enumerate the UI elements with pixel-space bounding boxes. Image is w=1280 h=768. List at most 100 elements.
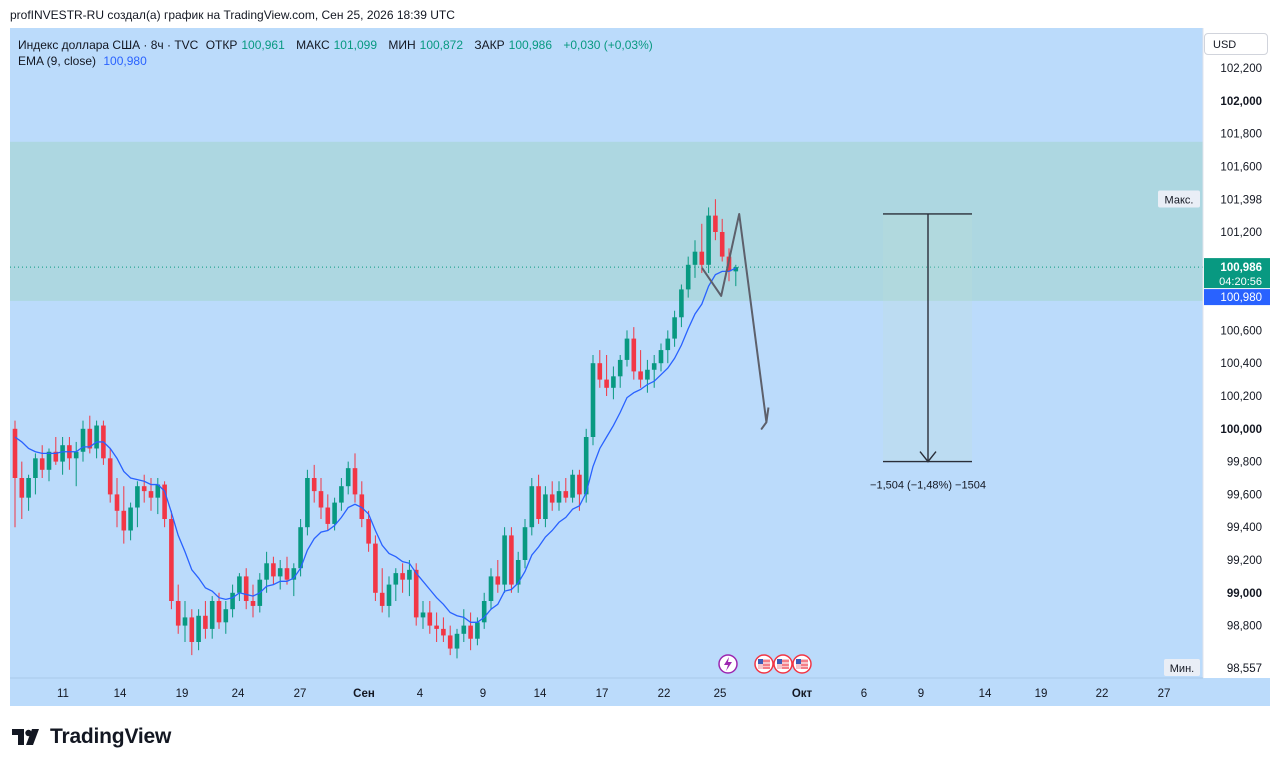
candle-body[interactable] (393, 573, 399, 585)
candle-body[interactable] (645, 369, 650, 380)
candle-body[interactable] (679, 289, 684, 318)
candle-body[interactable] (339, 486, 344, 503)
candle-body[interactable] (33, 458, 38, 478)
candle-body[interactable] (352, 468, 358, 495)
candle-body[interactable] (658, 350, 664, 364)
candle-body[interactable] (570, 474, 575, 498)
candle-body[interactable] (250, 601, 256, 606)
candle-body[interactable] (298, 527, 303, 569)
candle-body[interactable] (114, 494, 120, 511)
currency-button[interactable]: USD (1204, 33, 1268, 55)
candle-body[interactable] (237, 576, 242, 593)
candle-body[interactable] (434, 625, 439, 629)
candle-body[interactable] (719, 232, 725, 257)
candle-body[interactable] (141, 486, 147, 492)
candle-body[interactable] (386, 584, 392, 606)
candle-body[interactable] (638, 371, 643, 380)
candle-body[interactable] (590, 363, 596, 437)
candle-body[interactable] (46, 451, 52, 470)
candle-body[interactable] (665, 338, 671, 351)
candle-body[interactable] (26, 478, 31, 498)
candle-body[interactable] (332, 502, 337, 524)
candle-body[interactable] (243, 576, 249, 601)
candle-body[interactable] (400, 573, 405, 580)
candle-body[interactable] (481, 601, 487, 623)
candle-body[interactable] (468, 625, 473, 639)
event-markers[interactable] (718, 654, 812, 674)
candle-body[interactable] (373, 543, 378, 593)
ema-indicator-label[interactable]: EMA (9, close) (18, 54, 97, 68)
candle-body[interactable] (441, 628, 446, 636)
chart-frame[interactable]: −1,504 (−1,48%) −1504 102,200 102,000 101,… (10, 28, 1270, 706)
candle-body[interactable] (162, 484, 167, 519)
candle-body[interactable] (617, 359, 623, 377)
candle-body[interactable] (196, 615, 201, 642)
candle-body[interactable] (73, 451, 79, 459)
candle-body[interactable] (107, 458, 113, 495)
candle-body[interactable] (271, 563, 276, 577)
candle-body[interactable] (672, 317, 677, 339)
candle-body[interactable] (53, 451, 59, 462)
candle-body[interactable] (311, 478, 317, 492)
candle-body[interactable] (189, 617, 195, 642)
candle-body[interactable] (366, 519, 371, 544)
candle-body[interactable] (94, 425, 99, 449)
candle-body[interactable] (305, 478, 310, 528)
candle-body[interactable] (713, 215, 718, 232)
candle-body[interactable] (706, 215, 711, 265)
time-axis[interactable] (10, 678, 1270, 706)
candle-body[interactable] (447, 635, 453, 649)
candle-body[interactable] (121, 510, 127, 531)
candle-body[interactable] (60, 445, 65, 462)
candle-body[interactable] (685, 264, 691, 290)
candle-body[interactable] (80, 428, 86, 452)
candle-body[interactable] (359, 494, 365, 519)
candle-body[interactable] (291, 568, 297, 580)
candle-body[interactable] (420, 612, 426, 618)
candle-body[interactable] (407, 569, 412, 580)
candle-body[interactable] (12, 428, 18, 478)
candle-body[interactable] (39, 458, 45, 470)
candle-body[interactable] (563, 491, 569, 498)
resistance-zone[interactable] (10, 141, 1203, 301)
candle-body[interactable] (87, 428, 93, 449)
candle-body[interactable] (577, 474, 582, 495)
candle-body[interactable] (651, 363, 657, 370)
projection-path[interactable] (701, 212, 770, 430)
candle-body[interactable] (604, 379, 609, 388)
candle-body[interactable] (19, 478, 25, 498)
candle-body[interactable] (597, 363, 603, 380)
candle-body[interactable] (427, 612, 433, 626)
candle-body[interactable] (509, 535, 514, 585)
candle-body[interactable] (556, 491, 562, 503)
candle-body[interactable] (182, 617, 188, 626)
candle-body[interactable] (318, 491, 324, 508)
candle-body[interactable] (699, 251, 705, 265)
ema-line[interactable] (14, 267, 737, 623)
candle-body[interactable] (345, 468, 351, 487)
candle-body[interactable] (203, 615, 208, 629)
tradingview-logo[interactable]: TradingView (12, 725, 171, 749)
candle-body[interactable] (522, 527, 528, 560)
price-axis[interactable] (1203, 28, 1270, 706)
candle-body[interactable] (733, 267, 739, 272)
candle-body[interactable] (148, 491, 154, 498)
candle-body[interactable] (488, 576, 494, 601)
candle-body[interactable] (529, 486, 535, 528)
candle-body[interactable] (284, 568, 290, 580)
candle-body[interactable] (135, 486, 140, 508)
candle-body[interactable] (230, 592, 235, 610)
candle-body[interactable] (223, 609, 229, 623)
candle-body[interactable] (413, 569, 419, 618)
candle-body[interactable] (454, 633, 460, 649)
candle-body[interactable] (624, 338, 630, 360)
candle-body[interactable] (379, 592, 385, 606)
candle-body[interactable] (461, 625, 467, 634)
candle-body[interactable] (209, 601, 215, 629)
symbol-title[interactable]: Индекс доллара США · 8ч · TVC (18, 38, 199, 52)
candle-body[interactable] (495, 576, 501, 585)
candle-body[interactable] (583, 437, 589, 495)
candle-body[interactable] (536, 486, 541, 519)
candlestick-chart[interactable]: −1,504 (−1,48%) −1504 102,200 102,000 101,… (10, 28, 1270, 706)
candle-body[interactable] (502, 535, 507, 585)
